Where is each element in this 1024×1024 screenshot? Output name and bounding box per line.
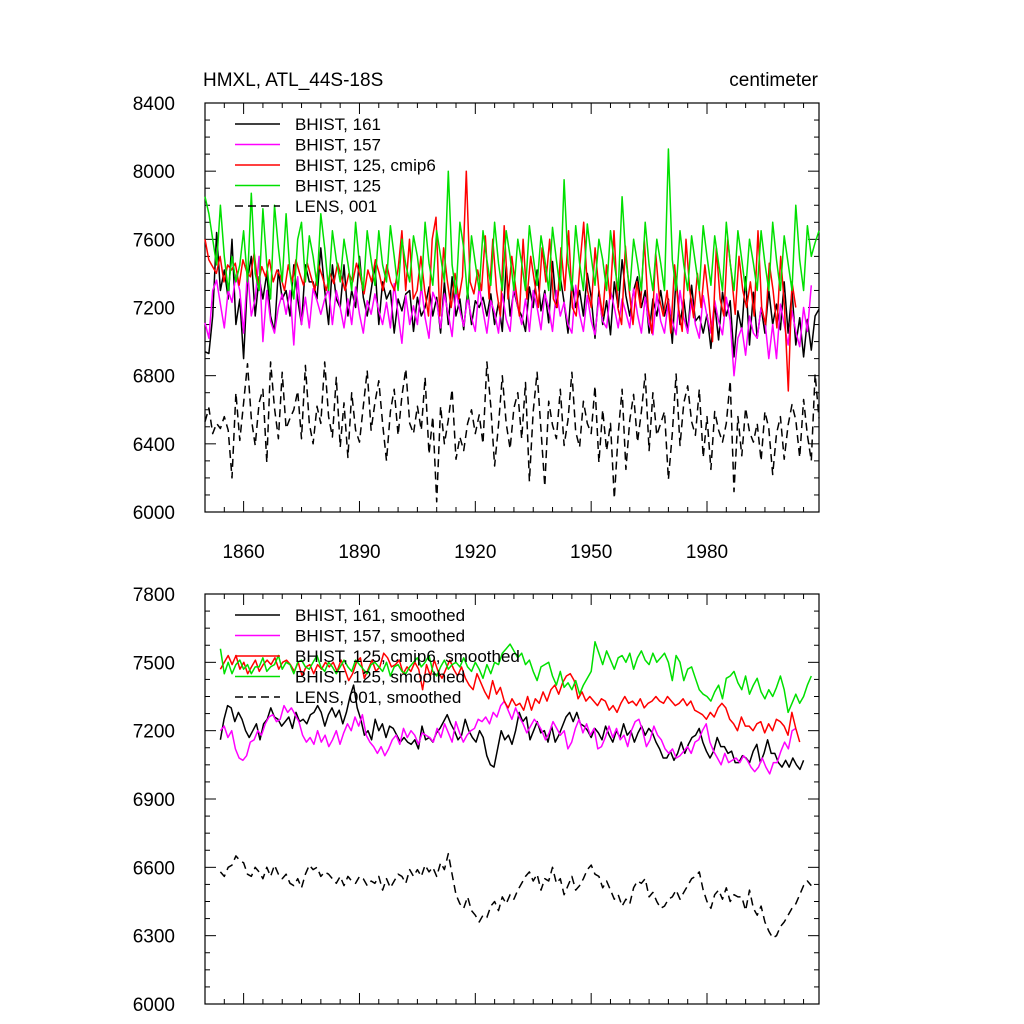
units-label: centimeter [729, 70, 818, 91]
bottom-y-tick-label: 6900 [133, 790, 175, 811]
top-series-line-1 [204, 255, 813, 377]
bottom-y-tick-label: 6000 [133, 995, 175, 1016]
bottom-series-line-1 [219, 700, 797, 775]
plot-title: HMXL, ATL_44S-18S [203, 70, 383, 91]
bottom-legend-label-4: LENS, 001, smoothed [295, 688, 461, 707]
top-x-tick-label: 1890 [338, 542, 380, 563]
bottom-y-tick-label: 7200 [133, 722, 175, 743]
top-legend-label-2: BHIST, 125, cmip6 [295, 156, 436, 175]
top-series-line-4 [204, 361, 820, 503]
bottom-legend-label-0: BHIST, 161, smoothed [295, 606, 465, 625]
bottom-legend-label-3: BHIST, 125, smoothed [295, 668, 465, 687]
top-x-tick-label: 1920 [454, 542, 496, 563]
top-legend-label-0: BHIST, 161 [295, 115, 381, 134]
top-y-tick-label: 8400 [133, 94, 175, 115]
top-y-tick-label: 7200 [133, 299, 175, 320]
top-legend-label-1: BHIST, 157 [295, 136, 381, 155]
top-x-tick-label: 1980 [686, 542, 728, 563]
bottom-series-line-0 [219, 684, 805, 771]
bottom-y-tick-label: 7500 [133, 653, 175, 674]
bottom-panel: 6000 6300 6600 6900 7200 7500 7800 BHIST, 161, … [133, 585, 820, 1016]
top-x-tick-label: 1860 [222, 542, 264, 563]
top-y-tick-label: 8000 [133, 162, 175, 183]
bottom-legend-label-2: BHIST, 125, cmip6, smoothed [295, 647, 520, 666]
top-legend-label-4: LENS, 001 [295, 197, 377, 216]
top-panel: 1860 1890 1920 1950 1980 6000 6400 6800 7200 7600… [133, 94, 820, 563]
bottom-series-line-3 [219, 641, 812, 714]
bottom-y-tick-label: 7800 [133, 585, 175, 606]
bottom-legend-label-1: BHIST, 157, smoothed [295, 627, 465, 646]
bottom-y-tick-label: 6300 [133, 927, 175, 948]
top-legend-label-3: BHIST, 125 [295, 177, 381, 196]
top-y-tick-label: 6400 [133, 435, 175, 456]
top-y-tick-label: 6800 [133, 367, 175, 388]
top-y-tick-label: 6000 [133, 503, 175, 524]
top-y-tick-label: 7600 [133, 230, 175, 251]
bottom-series-line-4 [219, 852, 812, 939]
top-x-tick-label: 1950 [570, 542, 612, 563]
bottom-series-line-2 [219, 652, 801, 743]
bottom-y-tick-label: 6600 [133, 858, 175, 879]
top-series-line-3 [204, 148, 820, 300]
